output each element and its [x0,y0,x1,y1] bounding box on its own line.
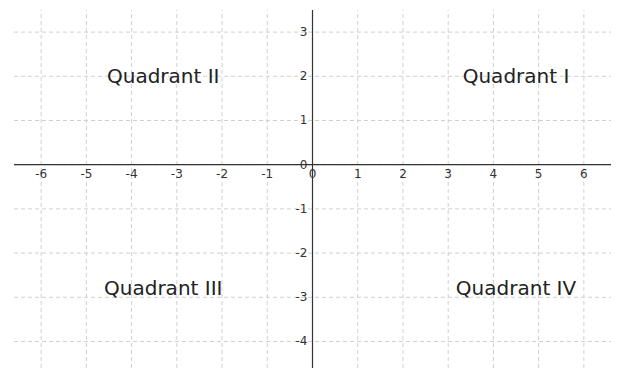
chart-container: -6-5-4-3-2-10123456-4-3-2-10123Quadrant … [0,0,625,380]
x-tick-label: 0 [309,167,317,181]
x-tick-label: 4 [490,167,498,181]
grid [14,10,611,368]
quadrant-label: Quadrant I [463,64,570,88]
y-tick-label: 0 [300,158,308,172]
x-tick-label: -4 [126,167,138,181]
chart: -6-5-4-3-2-10123456-4-3-2-10123Quadrant … [0,0,625,380]
quadrant-label: Quadrant II [107,64,220,88]
y-tick-label: -2 [296,246,308,260]
y-tick-label: -1 [296,202,308,216]
annotations: Quadrant II Quadrant I Quadrant III Quadran… [104,64,576,300]
y-tick-label: 2 [300,69,308,83]
y-tick-label: 1 [300,113,308,127]
grid-line [402,10,403,368]
x-tick-label: 1 [354,167,362,181]
x-tick-label: -6 [35,167,47,181]
x-tick-label: -2 [216,167,228,181]
x-tick-label: -1 [261,167,273,181]
grid-line [267,10,268,368]
grid-line [583,10,584,368]
x-tick-label: 2 [399,167,407,181]
quadrant-label: Quadrant IV [456,276,577,300]
y-tick-label: 3 [300,25,308,39]
y-tick-label: -3 [296,290,308,304]
grid-line [357,10,358,368]
y-tick-label: -4 [296,334,308,348]
x-tick-label: 5 [535,167,543,181]
x-tick-label: 6 [580,167,588,181]
grid-line [222,10,223,368]
grid-line [41,10,42,368]
x-tick-label: -5 [80,167,92,181]
x-tick-label: 3 [444,167,452,181]
quadrant-label: Quadrant III [104,276,222,300]
x-tick-label: -3 [171,167,183,181]
grid-line [448,10,449,368]
grid-line [312,10,313,368]
tick-labels: -6 -5 -4 -3 -2 -1 0 1 2 3 4 5 6 -4 -3 -2 -1 0 1 2 3 [35,25,588,348]
y-axis-line [312,10,313,368]
grid-line [86,10,87,368]
axes [14,10,611,368]
